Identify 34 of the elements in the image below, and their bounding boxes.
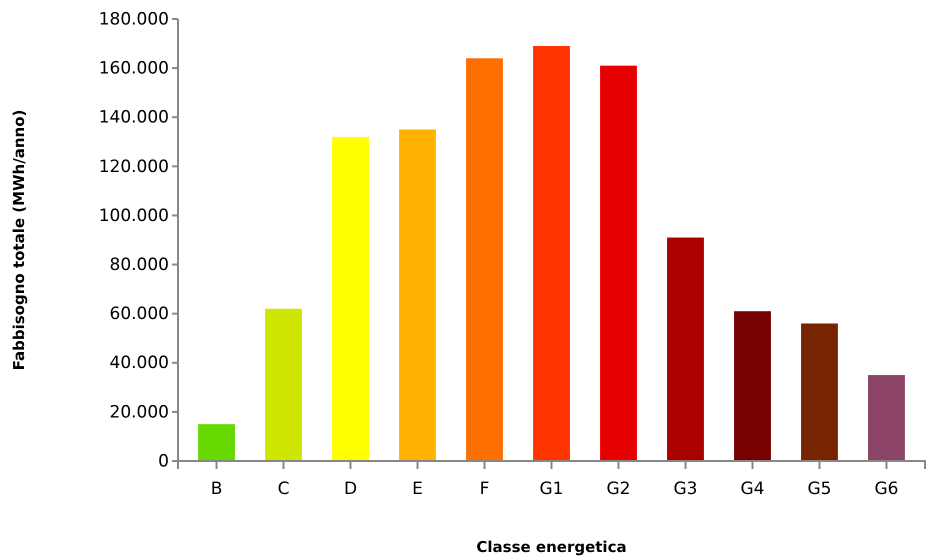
bar [600, 66, 637, 461]
x-tick-label: B [210, 479, 222, 500]
y-tick-label: 120.000 [98, 156, 169, 177]
x-tick-label: G2 [606, 479, 630, 500]
x-tick-label: E [412, 479, 423, 500]
x-tick-label: G1 [540, 479, 564, 500]
y-tick-label: 160.000 [98, 58, 169, 79]
x-tick-label: G3 [673, 479, 698, 500]
bar [667, 238, 704, 461]
y-tick-label: 0 [158, 451, 169, 472]
x-tick-label: C [278, 479, 290, 500]
x-axis-title: Classe energetica [476, 538, 627, 556]
bar [734, 311, 771, 461]
y-tick-label: 80.000 [110, 254, 169, 275]
y-tick-label: 180.000 [98, 9, 169, 30]
y-tick-label: 100.000 [98, 206, 169, 226]
bar [533, 46, 570, 461]
bar [868, 375, 905, 461]
bar [801, 323, 838, 461]
x-tick-label: D [344, 479, 358, 500]
bar [399, 130, 436, 461]
y-tick-label: 40.000 [110, 353, 169, 374]
y-tick-label: 60.000 [110, 304, 169, 324]
bar [198, 424, 235, 461]
bar [466, 58, 503, 461]
y-axis-title: Fabbisogno totale (MWh/anno) [10, 110, 28, 370]
y-tick-label: 20.000 [110, 402, 169, 422]
y-tick-label: 140.000 [98, 108, 169, 128]
x-tick-label: G5 [807, 479, 832, 500]
x-tick-label: G6 [874, 479, 898, 500]
bar [332, 136, 369, 461]
bar [265, 308, 302, 461]
x-tick-label: G4 [740, 479, 764, 500]
x-tick-label: F [480, 479, 490, 500]
